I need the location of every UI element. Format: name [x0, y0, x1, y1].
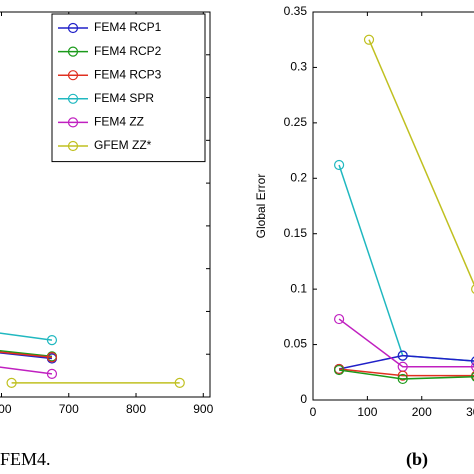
series-line [0, 351, 53, 358]
caption: FEM4. [0, 449, 51, 469]
x-tick-label: 600 [0, 402, 12, 416]
x-tick-label: 200 [412, 405, 432, 419]
x-tick-label: 300 [466, 405, 474, 419]
data-point [334, 159, 345, 171]
y-tick-label: 0.35 [284, 4, 308, 18]
data-point [471, 362, 474, 372]
data-point [46, 335, 58, 346]
plot-frame [0, 11, 211, 398]
panel-label: (b) [406, 449, 428, 470]
legend-label: FEM4 RCP3 [94, 67, 162, 81]
y-tick-label: 0.25 [284, 115, 308, 129]
data-point [174, 377, 185, 388]
y-tick-label: 0 [300, 392, 307, 406]
y-axis-label: Global Error [254, 174, 268, 239]
legend-marker [67, 46, 79, 57]
legend-marker [67, 22, 79, 34]
data-point [363, 34, 375, 45]
data-point [397, 370, 408, 381]
legend-box [51, 13, 206, 163]
x-tick-label: 800 [126, 402, 146, 416]
series-line [338, 318, 474, 368]
y-tick-label: 0.15 [284, 226, 308, 240]
series-line [338, 164, 474, 362]
plot-area [334, 34, 474, 385]
series-line [0, 352, 53, 360]
legend-label: FEM4 RCP2 [94, 44, 162, 58]
plot-frame [312, 11, 474, 401]
y-tick-label: 0.05 [284, 337, 308, 351]
x-tick-label: 0 [310, 405, 317, 419]
data-point [334, 313, 345, 325]
legend-marker [67, 117, 79, 128]
legend-marker [67, 140, 79, 152]
x-tick-label: 700 [59, 402, 79, 416]
series-line [368, 39, 474, 287]
legend-marker [67, 70, 79, 81]
legend-label: FEM4 ZZ [94, 115, 144, 129]
series-line [0, 366, 53, 375]
data-point [397, 373, 408, 385]
data-point [397, 350, 408, 361]
y-tick-label: 0.2 [290, 170, 307, 184]
data-point [46, 368, 58, 379]
legend-marker [67, 93, 79, 104]
series-line [338, 354, 474, 370]
x-tick-label: 100 [357, 405, 377, 419]
legend-label: FEM4 SPR [94, 91, 154, 105]
y-tick-label: 0.1 [290, 281, 307, 295]
series-line [0, 349, 53, 358]
plot-area [0, 332, 185, 388]
data-point [334, 364, 345, 376]
data-point [6, 377, 17, 388]
legend-label: FEM4 RCP1 [94, 20, 162, 34]
series-line [338, 369, 474, 380]
y-tick-label: 0.3 [290, 60, 307, 74]
legend-label: GFEM ZZ* [94, 138, 152, 152]
data-point [471, 372, 474, 382]
series-line [339, 368, 474, 377]
data-point [46, 352, 58, 363]
data-point [471, 356, 474, 366]
data-point [471, 284, 474, 294]
x-tick-label: 900 [193, 402, 213, 416]
series-line [0, 332, 53, 341]
